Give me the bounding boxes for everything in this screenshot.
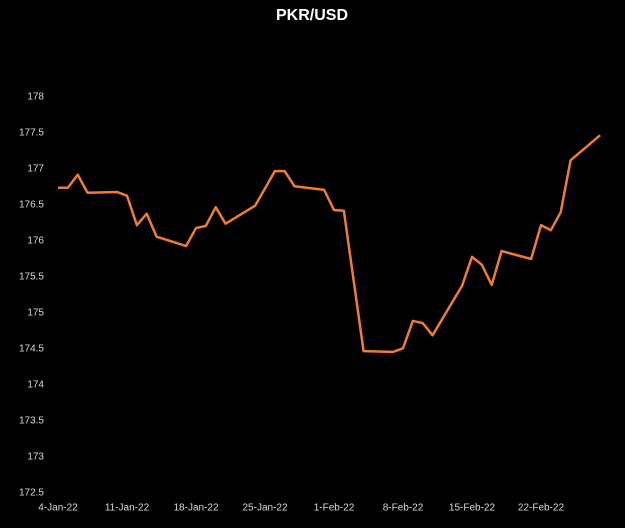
chart-title: PKR/USD xyxy=(276,7,348,24)
x-tick-label: 15-Feb-22 xyxy=(449,503,496,514)
y-tick-label: 175.5 xyxy=(19,272,44,283)
x-tick-label: 11-Jan-22 xyxy=(105,503,150,514)
series-line xyxy=(58,134,601,354)
y-tick-label: 173 xyxy=(27,452,44,463)
y-tick-label: 177.5 xyxy=(19,128,44,139)
y-tick-label: 177 xyxy=(27,164,44,175)
x-tick-label: 25-Jan-22 xyxy=(242,503,287,514)
x-tick-label: 4-Jan-22 xyxy=(38,503,78,514)
x-tick-label: 1-Feb-22 xyxy=(314,503,355,514)
x-tick-label: 8-Feb-22 xyxy=(383,503,424,514)
y-tick-label: 176 xyxy=(27,236,44,247)
y-tick-label: 175 xyxy=(27,308,44,319)
y-tick-label: 178 xyxy=(27,92,44,103)
y-tick-label: 174 xyxy=(27,380,44,391)
y-tick-label: 176.5 xyxy=(19,200,44,211)
y-tick-label: 174.5 xyxy=(19,344,44,355)
x-tick-label: 18-Jan-22 xyxy=(173,503,218,514)
y-tick-label: 172.5 xyxy=(19,488,44,499)
y-tick-label: 173.5 xyxy=(19,416,44,427)
x-tick-label: 22-Feb-22 xyxy=(518,503,565,514)
